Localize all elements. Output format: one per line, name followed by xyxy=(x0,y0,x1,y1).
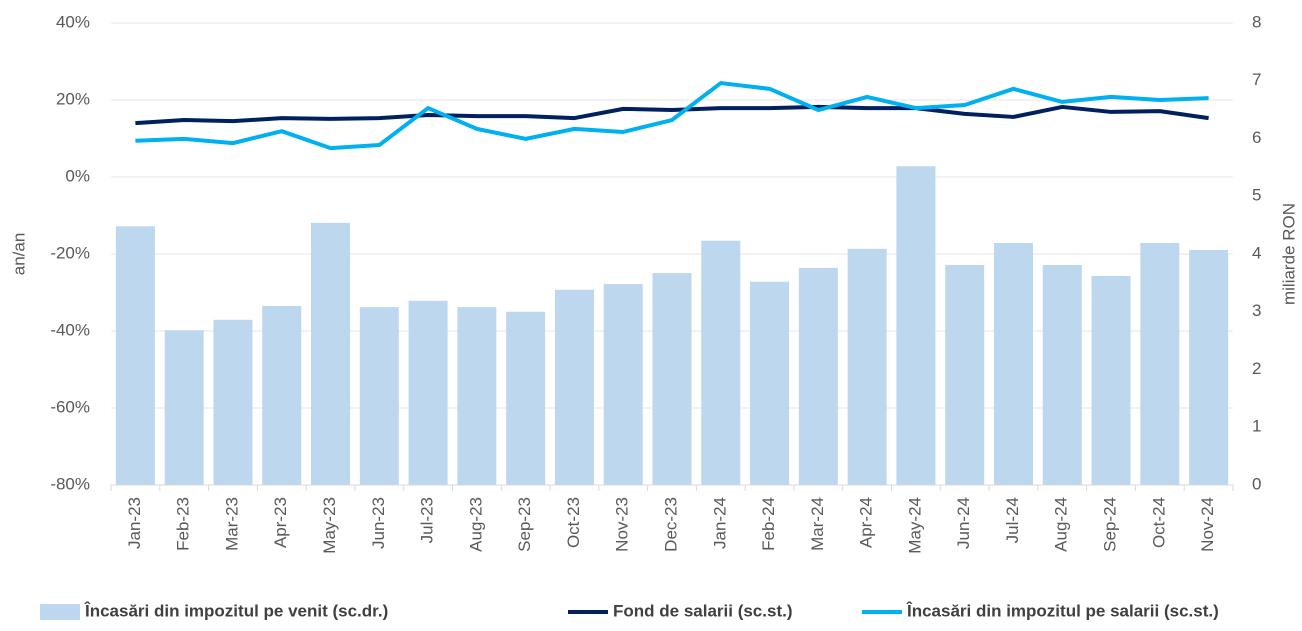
x-tick-label: Nov-24 xyxy=(1198,497,1217,552)
bar xyxy=(652,273,692,485)
x-tick-label: Jul-23 xyxy=(418,497,437,543)
x-tick-label: Jun-23 xyxy=(369,497,388,549)
x-tick-label: May-23 xyxy=(320,497,339,554)
bar xyxy=(701,240,741,485)
x-tick-label: Jan-23 xyxy=(125,497,144,549)
bar xyxy=(554,289,594,485)
bar xyxy=(1042,264,1082,485)
x-tick-label: Sep-24 xyxy=(1101,497,1120,552)
bar xyxy=(115,226,155,485)
bar xyxy=(262,305,302,485)
x-tick-label: Feb-23 xyxy=(174,497,193,551)
x-tick-label: Jan-24 xyxy=(710,497,729,549)
bar xyxy=(213,319,253,485)
x-tick-label: Mar-23 xyxy=(222,497,241,551)
bar xyxy=(896,166,936,485)
line xyxy=(135,81,1209,151)
y2-tick-label: 5 xyxy=(1252,186,1261,205)
bar xyxy=(359,307,399,485)
legend-label: Încasări din impozitul pe venit (sc.dr.) xyxy=(84,601,388,620)
x-tick-label: Oct-23 xyxy=(564,497,583,548)
x-tick-label: Dec-23 xyxy=(661,497,680,552)
x-tick-label: Jun-24 xyxy=(954,497,973,549)
bar xyxy=(945,264,985,485)
y2-tick-label: 6 xyxy=(1252,128,1261,147)
y-tick-label: -40% xyxy=(50,320,90,339)
y2-axis-label: miliarde RON xyxy=(1279,203,1298,305)
x-tick-label: Mar-24 xyxy=(808,497,827,551)
x-tick-label: Jul-24 xyxy=(1003,497,1022,543)
bar xyxy=(750,281,790,485)
y-tick-label: 40% xyxy=(56,12,90,31)
y2-tick-label: 0 xyxy=(1252,474,1261,493)
bar xyxy=(1140,243,1180,485)
bar xyxy=(1189,249,1229,485)
y-tick-label: -80% xyxy=(50,474,90,493)
y2-tick-label: 4 xyxy=(1252,243,1261,262)
y2-tick-label: 3 xyxy=(1252,301,1261,320)
bar xyxy=(798,267,838,485)
bar xyxy=(408,300,448,485)
x-tick-label: Sep-23 xyxy=(515,497,534,552)
x-tick-label: May-24 xyxy=(905,497,924,554)
y-axis-label: an/an xyxy=(9,233,28,276)
bar xyxy=(603,284,643,485)
bar xyxy=(847,248,887,485)
x-tick-label: Nov-23 xyxy=(613,497,632,552)
y2-tick-label: 1 xyxy=(1252,417,1261,436)
y2-tick-label: 7 xyxy=(1252,70,1261,89)
x-tick-label: Apr-23 xyxy=(271,497,290,548)
y-tick-label: -20% xyxy=(50,243,90,262)
x-tick-label: Feb-24 xyxy=(759,497,778,551)
legend-swatch xyxy=(40,604,80,620)
y2-tick-label: 2 xyxy=(1252,359,1261,378)
legend-label: Încasări din impozitul pe salarii (sc.st… xyxy=(906,601,1219,620)
y-tick-label: -60% xyxy=(50,397,90,416)
y-tick-label: 20% xyxy=(56,89,90,108)
bar xyxy=(311,222,351,485)
bar xyxy=(457,307,497,485)
bar xyxy=(993,243,1033,485)
x-tick-label: Aug-24 xyxy=(1052,497,1071,552)
x-tick-label: Oct-24 xyxy=(1149,497,1168,548)
bar xyxy=(164,330,204,485)
x-tick-label: Aug-23 xyxy=(466,497,485,552)
bar xyxy=(1091,275,1131,485)
bar xyxy=(506,311,546,485)
x-tick-label: Apr-24 xyxy=(857,497,876,548)
legend-label: Fond de salarii (sc.st.) xyxy=(613,601,793,620)
line xyxy=(135,104,1209,126)
y2-tick-label: 8 xyxy=(1252,12,1261,31)
y-tick-label: 0% xyxy=(65,166,90,185)
